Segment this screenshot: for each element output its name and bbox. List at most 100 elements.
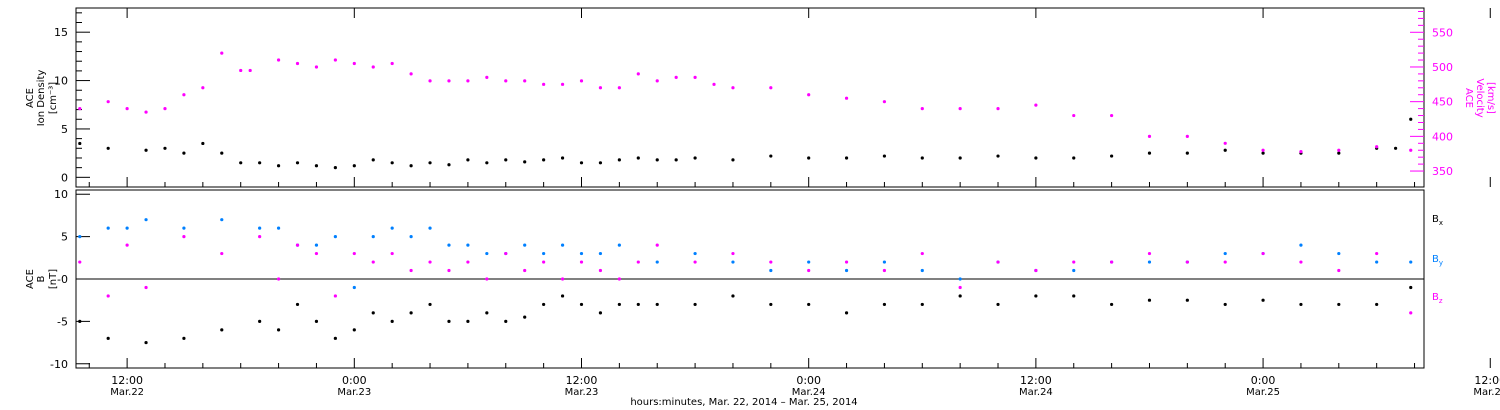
by-point — [220, 218, 224, 222]
velocity-label-line-1: ACE — [1463, 88, 1474, 108]
velocity-point — [882, 100, 887, 104]
density-point — [276, 164, 281, 168]
density-point — [239, 161, 243, 165]
bx-point — [636, 302, 640, 307]
velocity-point — [1147, 134, 1152, 138]
by-point — [542, 251, 546, 256]
velocity-point — [78, 107, 82, 111]
x-tick-date: Mar.25 — [1246, 387, 1280, 398]
x-tick-date: Mar.25 — [1473, 387, 1500, 398]
x-tick-time: 0:00 — [796, 374, 821, 387]
bx-point — [1034, 294, 1038, 298]
bx-point — [1223, 302, 1227, 307]
x-axis-title: hours:minutes, Mar. 22, 2014 – Mar. 25, … — [630, 397, 857, 408]
density-point — [352, 164, 356, 168]
bz-point — [617, 277, 621, 281]
by-point — [1147, 260, 1152, 264]
density-point — [958, 156, 962, 160]
bz-point — [769, 260, 773, 264]
bz-point — [1337, 268, 1341, 273]
density-label-line-2: Ion Density — [36, 70, 47, 127]
density-point — [504, 158, 508, 162]
density-point — [844, 156, 849, 160]
velocity-tick-label: 450 — [1432, 96, 1453, 109]
bz-point — [693, 260, 697, 264]
bz-point — [579, 260, 584, 264]
bz-point — [523, 268, 527, 273]
by-point — [409, 235, 413, 239]
density-point — [882, 154, 887, 158]
by-point — [1337, 251, 1341, 256]
density-point — [144, 148, 148, 152]
x-tick-time: 0:00 — [342, 374, 367, 387]
density-point — [769, 154, 773, 158]
by-point — [258, 226, 262, 230]
x-tick-date: Mar.24 — [792, 387, 826, 398]
b-label-line-1: ACE — [25, 269, 36, 289]
bx-point — [390, 319, 394, 323]
velocity-point — [314, 65, 319, 69]
density-point — [542, 158, 546, 162]
bx-point — [352, 328, 356, 332]
density-point — [333, 166, 337, 170]
density-point — [579, 161, 584, 165]
bx-point — [617, 302, 621, 307]
by-point — [560, 243, 565, 247]
velocity-point — [1375, 145, 1379, 149]
velocity-tick-label: 400 — [1432, 130, 1453, 143]
x-tick-date: Mar.22 — [110, 387, 144, 398]
bx-point — [276, 328, 281, 332]
bz-point — [295, 243, 300, 247]
velocity-tick-label: 500 — [1432, 61, 1453, 74]
bx-point — [295, 302, 300, 307]
by-point — [428, 226, 432, 230]
density-point — [674, 158, 678, 162]
density-point — [655, 158, 659, 162]
bz-point — [807, 268, 811, 273]
plot-layer: 051015350400450500550-10-5-051012:00Mar.… — [50, 7, 1500, 398]
velocity-point — [579, 79, 584, 83]
bx-point — [560, 294, 565, 298]
bx-point — [182, 336, 186, 340]
density-point — [598, 161, 603, 165]
by-point — [579, 251, 584, 256]
velocity-point — [1337, 148, 1341, 152]
bx-point — [447, 319, 451, 323]
bx-point — [428, 302, 432, 307]
legend: Bx By Bz — [1432, 214, 1443, 305]
density-point — [201, 141, 205, 146]
density-point — [390, 161, 394, 165]
by-point — [958, 277, 962, 281]
bx-point — [655, 302, 659, 307]
bz-point — [1110, 260, 1114, 264]
bx-point — [1110, 302, 1114, 307]
density-tick-label: 15 — [54, 26, 68, 39]
bz-point — [428, 260, 432, 264]
density-point — [617, 158, 621, 162]
velocity-tick-label: 550 — [1432, 26, 1453, 39]
bx-point — [466, 319, 470, 323]
bz-point — [447, 268, 451, 273]
by-point — [371, 235, 375, 239]
density-label-line-3: [cm⁻³] — [48, 82, 59, 114]
velocity-point — [731, 86, 735, 90]
density-point — [1034, 156, 1038, 160]
bz-point — [485, 277, 489, 281]
velocity-point — [333, 58, 337, 62]
by-point — [276, 226, 281, 230]
bz-point — [731, 251, 735, 256]
bz-point — [1261, 251, 1265, 256]
b-label-line-2: B — [36, 275, 47, 282]
by-point — [1375, 260, 1379, 264]
bx-point — [807, 302, 811, 307]
density-point — [731, 158, 735, 162]
velocity-point — [1034, 103, 1038, 107]
x-tick-date: Mar.23 — [337, 387, 371, 398]
bx-point — [731, 294, 735, 298]
velocity-point — [276, 58, 281, 62]
velocity-point — [295, 61, 300, 66]
density-point — [1223, 148, 1227, 152]
by-point — [598, 251, 603, 256]
velocity-point — [1185, 134, 1189, 138]
x-tick-time: 0:00 — [1251, 374, 1276, 387]
